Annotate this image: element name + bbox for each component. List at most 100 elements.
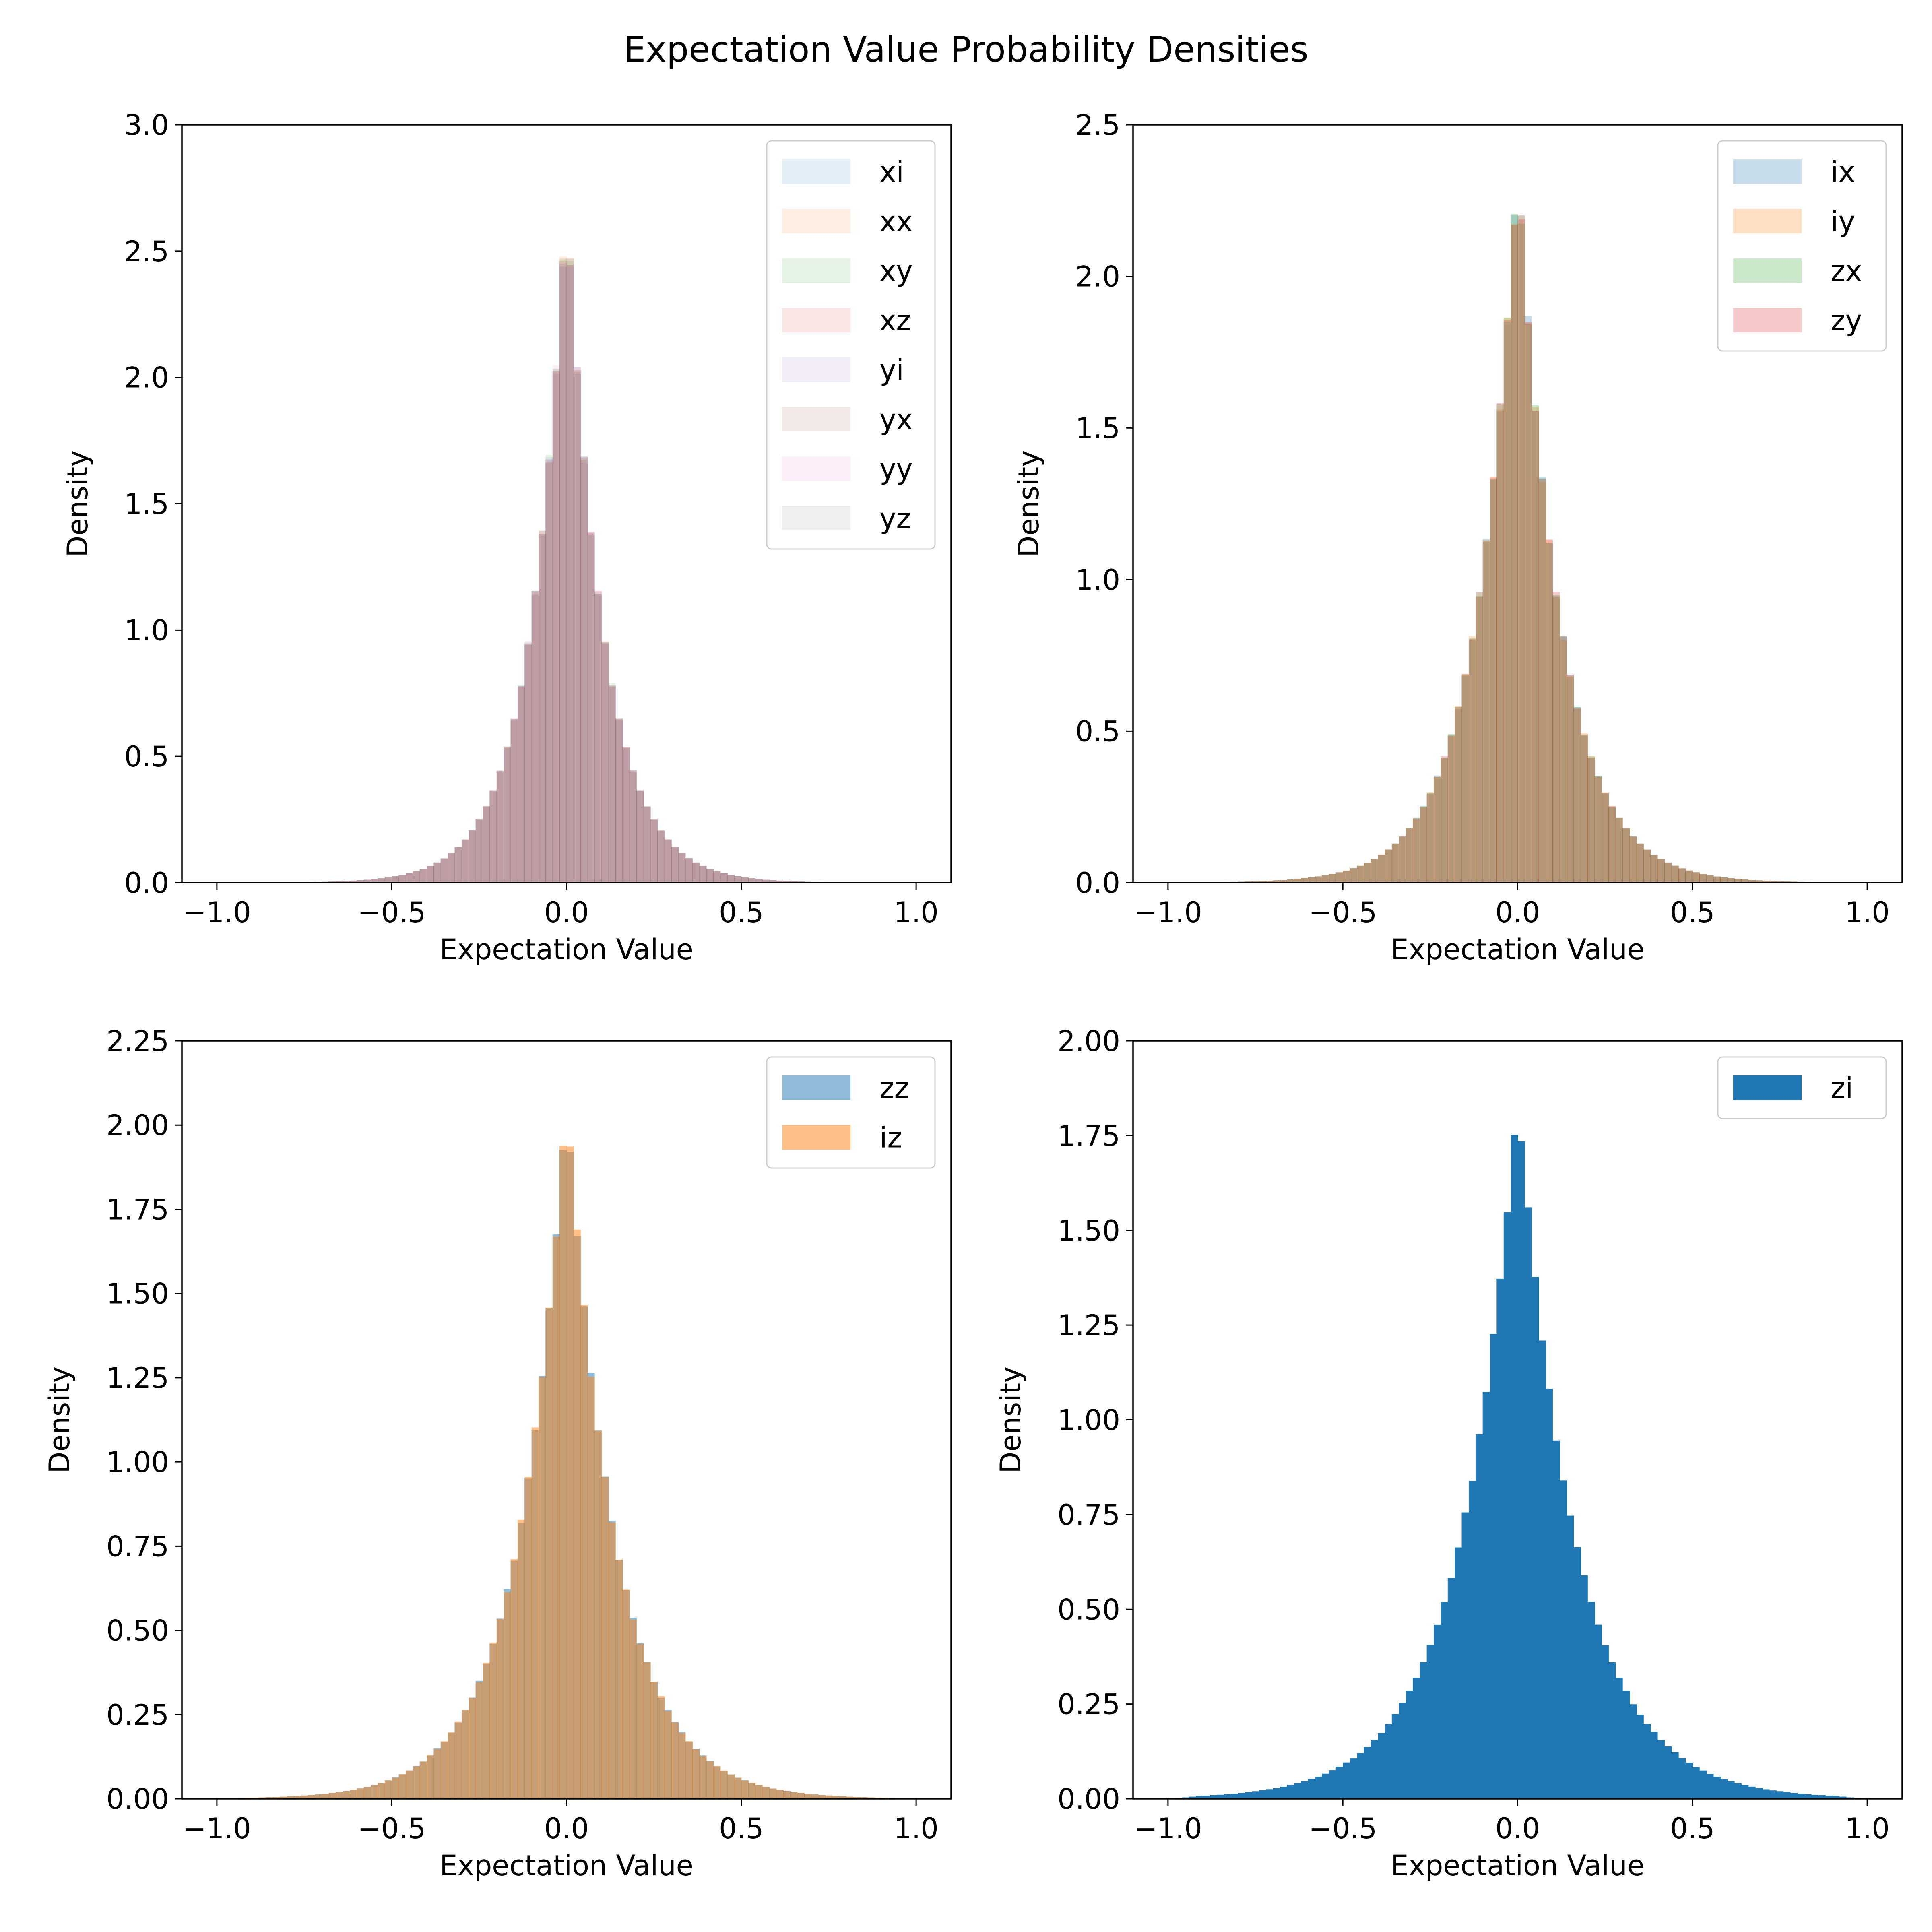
histogram-bar — [1434, 775, 1441, 883]
x-tick-label: 0.0 — [544, 896, 589, 929]
histogram-bar — [608, 685, 616, 883]
histogram-bar — [1461, 674, 1469, 883]
histogram-bar — [1273, 1788, 1280, 1799]
histogram-bar — [671, 847, 679, 883]
histogram-bar — [671, 847, 679, 883]
histogram-bar — [678, 853, 686, 883]
histogram-bar — [692, 863, 700, 883]
histogram-bar — [1538, 478, 1546, 883]
histogram-bar — [1657, 859, 1665, 883]
histogram-bar — [398, 875, 406, 883]
histogram-bar — [720, 873, 728, 883]
histogram-bar — [517, 685, 525, 883]
histogram-bar — [1567, 677, 1574, 883]
histogram-bar — [545, 460, 553, 883]
histogram-bar — [580, 463, 588, 883]
histogram-bar — [469, 1698, 476, 1799]
histogram-bar — [392, 876, 399, 883]
histogram-bar — [734, 1777, 742, 1799]
histogram-bar — [1273, 880, 1280, 883]
histogram-bar — [727, 1774, 735, 1799]
histogram-bar — [413, 871, 420, 883]
histogram-bar — [378, 878, 385, 883]
histogram-bar — [1713, 876, 1721, 883]
histogram-bar — [566, 267, 574, 883]
histogram-bar — [657, 831, 665, 883]
histogram-bar — [1350, 868, 1357, 883]
histogram-bar — [1496, 403, 1504, 883]
histogram-bar — [1371, 859, 1378, 883]
histogram-bar — [419, 869, 427, 883]
histogram-bar — [1622, 828, 1630, 883]
histogram-bar — [1671, 865, 1679, 883]
histogram-bar — [769, 880, 777, 883]
histogram-bar — [685, 858, 693, 883]
histogram-bar — [1615, 817, 1623, 883]
histogram-bar — [1532, 411, 1539, 883]
y-tick-label: 0.5 — [124, 740, 169, 773]
histogram-bar — [615, 718, 623, 883]
histogram-bar — [615, 718, 623, 883]
histogram-bar — [489, 789, 497, 883]
histogram-bar — [1699, 1770, 1707, 1799]
histogram-bar — [552, 1236, 560, 1799]
legend-swatch-xy — [782, 258, 850, 283]
histogram-bar — [1636, 843, 1644, 883]
histogram-bar — [706, 869, 714, 883]
histogram-bar — [1762, 881, 1770, 883]
histogram-bar — [713, 871, 721, 883]
histogram-bar — [755, 879, 763, 883]
histogram-bar — [1559, 1480, 1567, 1799]
histogram-bar — [475, 819, 483, 883]
histogram-bar — [1622, 828, 1630, 883]
histogram-bar — [685, 858, 693, 883]
histogram-bar — [363, 879, 371, 883]
y-tick-label: 0.50 — [1057, 1593, 1120, 1626]
histogram-bar — [454, 1721, 462, 1799]
y-tick-label: 0.00 — [1057, 1783, 1120, 1816]
histogram-bar — [573, 1229, 581, 1799]
series-zx — [1182, 214, 1854, 883]
histogram-bar — [587, 532, 595, 883]
histogram-bar — [629, 772, 637, 883]
histogram-bar — [1748, 880, 1756, 883]
histogram-bar — [531, 595, 539, 883]
histogram-bar — [378, 878, 385, 883]
histogram-bar — [1426, 793, 1434, 883]
histogram-bar — [419, 869, 427, 883]
histogram-bar — [657, 831, 665, 883]
histogram-bar — [461, 839, 469, 883]
histogram-bar — [650, 819, 658, 883]
histogram-bar — [461, 840, 469, 883]
histogram-bar — [343, 881, 350, 883]
histogram-bar — [1643, 849, 1651, 883]
histogram-bar — [315, 1794, 322, 1799]
histogram-bar — [454, 847, 462, 883]
histogram-bar — [1364, 863, 1371, 883]
histogram-bar — [1308, 877, 1315, 883]
histogram-bar — [776, 880, 784, 883]
histogram-bar — [692, 862, 700, 883]
histogram-bar — [1650, 855, 1658, 883]
histogram-bar — [1468, 636, 1476, 883]
legend: ix iy zx zy — [1717, 140, 1887, 352]
histogram-bar — [1692, 872, 1700, 883]
histogram-bar — [517, 1519, 525, 1799]
histogram-bar — [748, 1783, 756, 1799]
histogram-bar — [531, 591, 539, 883]
histogram-bar — [1727, 878, 1735, 883]
histogram-bar — [371, 879, 378, 883]
x-tick-label: −0.5 — [1309, 1812, 1377, 1845]
histogram-bar — [601, 642, 609, 883]
x-tick-label: 0.0 — [1495, 896, 1540, 929]
legend-label-yy: yy — [879, 453, 913, 486]
histogram-bar — [1496, 404, 1504, 883]
histogram-bar — [559, 259, 567, 883]
histogram-bar — [483, 807, 490, 883]
histogram-bar — [1294, 1783, 1301, 1799]
histogram-bar — [1371, 859, 1378, 883]
histogram-bar — [762, 1787, 770, 1799]
histogram-bar — [622, 747, 630, 883]
legend-swatch-zx — [1733, 258, 1802, 283]
histogram-bar — [1308, 877, 1315, 883]
